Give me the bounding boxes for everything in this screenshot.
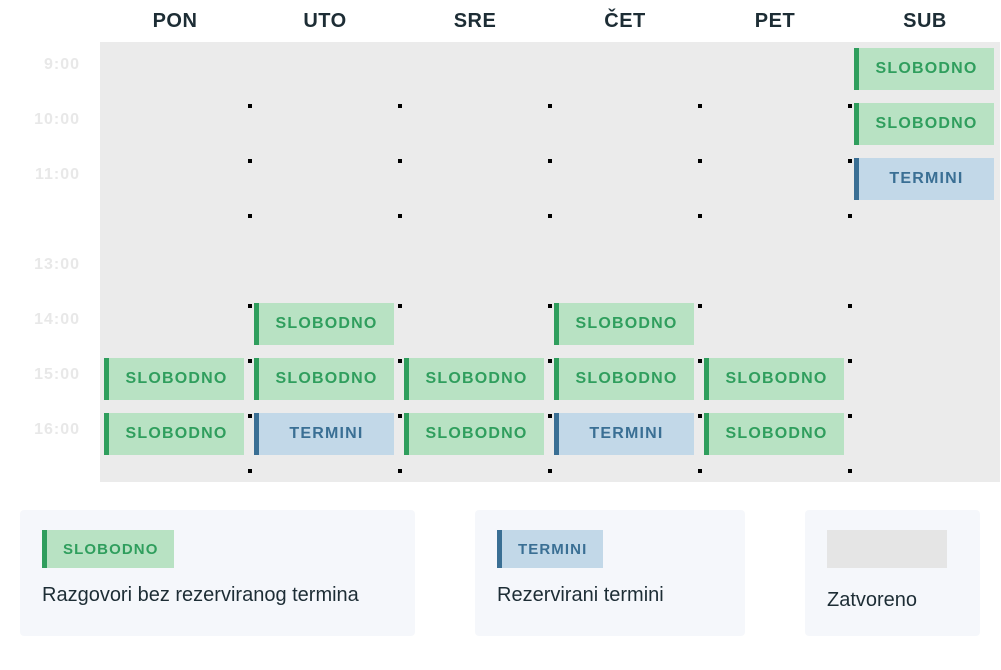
grid-dot	[698, 359, 702, 363]
slot-slobodno[interactable]: SLOBODNO	[554, 303, 694, 345]
legend-item-slobodno: SLOBODNO Razgovori bez rezerviranog term…	[20, 510, 415, 636]
slot-termini[interactable]: TERMINI	[254, 413, 394, 455]
day-header: UTO	[250, 10, 400, 33]
slot-slobodno[interactable]: SLOBODNO	[254, 303, 394, 345]
grid-dot	[698, 214, 702, 218]
grid-dot	[548, 469, 552, 473]
grid-dot	[698, 414, 702, 418]
grid-dot	[398, 159, 402, 163]
slot-slobodno[interactable]: SLOBODNO	[704, 413, 844, 455]
legend-swatch-slobodno: SLOBODNO	[42, 530, 174, 568]
slot-slobodno[interactable]: SLOBODNO	[554, 358, 694, 400]
grid-dot	[848, 359, 852, 363]
grid-dot	[698, 159, 702, 163]
slot-termini[interactable]: TERMINI	[554, 413, 694, 455]
time-label: 9:00	[0, 56, 80, 74]
slot-slobodno[interactable]: SLOBODNO	[104, 413, 244, 455]
grid-dot	[548, 104, 552, 108]
grid-dot	[548, 359, 552, 363]
grid-dot	[848, 104, 852, 108]
grid-dot	[848, 214, 852, 218]
schedule-grid: 9:0010:0011:0013:0014:0015:0016:00 SLOBO…	[100, 42, 1000, 482]
grid-dot	[398, 469, 402, 473]
grid-dot	[248, 159, 252, 163]
slot-slobodno[interactable]: SLOBODNO	[704, 358, 844, 400]
legend-swatch-termini: TERMINI	[497, 530, 603, 568]
grid-dot	[548, 214, 552, 218]
grid-dot	[398, 104, 402, 108]
grid-dot	[248, 104, 252, 108]
grid-dot	[848, 159, 852, 163]
time-label: 14:00	[0, 311, 80, 329]
grid-dot	[248, 469, 252, 473]
grid-dot	[248, 359, 252, 363]
grid-dot	[398, 214, 402, 218]
slot-slobodno[interactable]: SLOBODNO	[404, 413, 544, 455]
day-header: SUB	[850, 10, 1000, 33]
grid-dot	[398, 414, 402, 418]
legend-item-closed: Zatvoreno	[805, 510, 980, 636]
slot-termini[interactable]: TERMINI	[854, 158, 994, 200]
legend: SLOBODNO Razgovori bez rezerviranog term…	[20, 510, 981, 636]
slot-slobodno[interactable]: SLOBODNO	[854, 48, 994, 90]
time-label: 15:00	[0, 366, 80, 384]
grid-dot	[848, 469, 852, 473]
legend-swatch-closed	[827, 530, 947, 568]
time-label: 11:00	[0, 166, 80, 184]
grid-dot	[698, 469, 702, 473]
grid-dot	[548, 304, 552, 308]
day-header-row: PON UTO SRE ČET PET SUB	[0, 0, 1001, 42]
day-header: PET	[700, 10, 850, 33]
grid-dot	[698, 104, 702, 108]
slot-slobodno[interactable]: SLOBODNO	[404, 358, 544, 400]
grid-dot	[248, 414, 252, 418]
grid-dot	[848, 304, 852, 308]
legend-text: Razgovori bez rezerviranog termina	[42, 584, 393, 607]
time-label: 16:00	[0, 421, 80, 439]
slot-slobodno[interactable]: SLOBODNO	[254, 358, 394, 400]
day-header: ČET	[550, 10, 700, 33]
day-header: PON	[100, 10, 250, 33]
grid-dot	[548, 414, 552, 418]
grid-dot	[848, 414, 852, 418]
time-label: 13:00	[0, 256, 80, 274]
slot-slobodno[interactable]: SLOBODNO	[854, 103, 994, 145]
grid-dot	[398, 304, 402, 308]
grid-dot	[548, 159, 552, 163]
day-header: SRE	[400, 10, 550, 33]
time-label: 10:00	[0, 111, 80, 129]
legend-item-termini: TERMINI Rezervirani termini	[475, 510, 745, 636]
grid-dot	[248, 214, 252, 218]
grid-dot	[698, 304, 702, 308]
schedule: PON UTO SRE ČET PET SUB 9:0010:0011:0013…	[0, 0, 1001, 482]
grid-dot	[248, 304, 252, 308]
slot-slobodno[interactable]: SLOBODNO	[104, 358, 244, 400]
legend-text: Rezervirani termini	[497, 584, 723, 607]
grid-dot	[398, 359, 402, 363]
legend-text: Zatvoreno	[827, 589, 958, 612]
